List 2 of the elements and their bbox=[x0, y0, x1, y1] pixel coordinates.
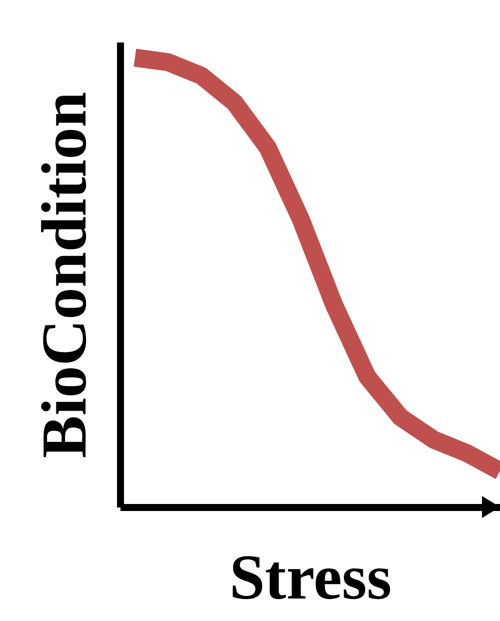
y-axis-title: BioCondition bbox=[28, 92, 100, 458]
x-axis-title: Stress bbox=[229, 542, 392, 612]
